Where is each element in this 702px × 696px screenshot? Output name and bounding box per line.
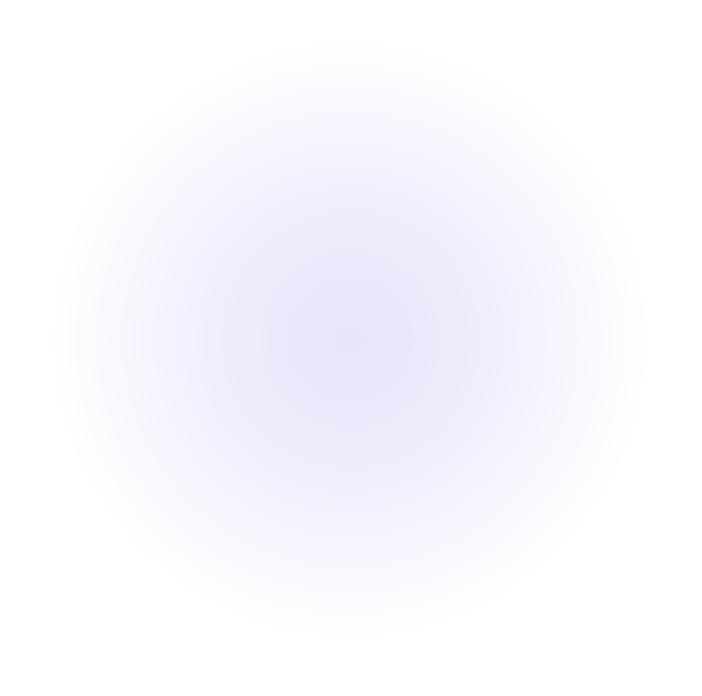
- background-glow: [0, 0, 702, 696]
